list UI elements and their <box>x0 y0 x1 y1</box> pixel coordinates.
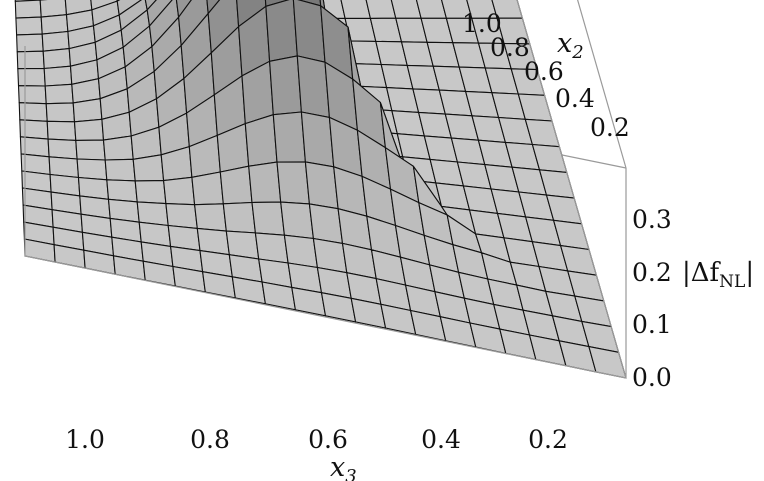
x3-axis-ticks: 1.0 0.8 0.6 0.4 0.2 <box>65 425 568 454</box>
surface-patch <box>269 55 302 116</box>
surface-patch <box>40 14 69 35</box>
z-axis-label: |ΔfNL| <box>682 258 754 292</box>
z-tick-label: 0.3 <box>632 205 672 234</box>
z-tick-label: 0.0 <box>632 363 672 392</box>
surface-patch <box>304 161 339 210</box>
surface-patch <box>16 50 45 70</box>
surface-patch <box>280 201 314 240</box>
surface-patch <box>163 176 196 206</box>
box-edge <box>516 0 627 379</box>
surface-patch <box>132 154 165 182</box>
surface-patch <box>102 135 134 161</box>
x3-tick-label: 0.2 <box>528 425 568 454</box>
surface-mesh <box>14 0 627 379</box>
z-axis-ticks: 0.3 0.2 0.1 0.0 <box>632 205 672 392</box>
x2-tick-label: 0.2 <box>590 113 630 142</box>
surface-patch <box>41 30 70 52</box>
surface-patch <box>16 33 44 53</box>
surface-patch <box>75 139 106 161</box>
surface-patch <box>588 346 627 379</box>
surface-patch <box>46 120 77 141</box>
surface-patch <box>42 48 72 70</box>
surface-patch <box>272 111 306 163</box>
surface-patch <box>104 158 136 182</box>
surface-patch <box>17 67 46 87</box>
x3-tick-label: 0.4 <box>421 425 461 454</box>
surface-patch <box>45 102 76 123</box>
surface-patch <box>165 203 198 229</box>
box-edge <box>577 0 627 169</box>
x3-axis-label: x3 <box>330 452 357 481</box>
surface-patch <box>248 161 282 204</box>
surface-patch <box>194 203 227 232</box>
surface-patch <box>43 65 73 87</box>
surface-patch <box>244 114 278 167</box>
surface-patch <box>106 179 138 203</box>
surface-patch <box>73 118 105 141</box>
surface-patch <box>300 111 335 168</box>
surface-patch <box>72 98 103 123</box>
surface-patch <box>390 0 422 19</box>
box-edge <box>24 255 627 379</box>
surface-patch <box>296 55 330 118</box>
surface-patch <box>134 180 167 205</box>
surface-patch <box>265 0 298 62</box>
surface-patch <box>191 171 224 206</box>
z-tick-label: 0.1 <box>632 310 672 339</box>
surface-patch <box>47 138 78 160</box>
surface-patch <box>17 85 47 105</box>
surface-patch <box>222 201 256 234</box>
x2-tick-label: 0.8 <box>490 33 530 62</box>
surface-patch <box>44 83 74 105</box>
surface-patch <box>219 165 253 205</box>
surface-patch <box>18 102 48 122</box>
surface-patch <box>254 232 289 264</box>
surface-patch <box>276 161 310 205</box>
surface-patch <box>292 0 326 63</box>
surface-patch <box>308 203 344 244</box>
x2-tick-label: 0.4 <box>555 84 595 113</box>
x3-tick-label: 0.8 <box>190 425 230 454</box>
surface-patch <box>14 0 42 19</box>
bounding-box-front <box>24 0 627 379</box>
x3-tick-label: 0.6 <box>308 425 348 454</box>
surface-patch <box>340 0 371 19</box>
x2-tick-label: 1.0 <box>462 9 502 38</box>
z-tick-label: 0.2 <box>632 258 672 287</box>
surface-patch <box>76 158 108 181</box>
surface-patch <box>15 16 43 36</box>
surface-patch <box>365 0 397 19</box>
surface-patch <box>19 119 49 140</box>
x3-tick-label: 1.0 <box>65 425 105 454</box>
x2-axis-ticks: 1.0 0.8 0.6 0.4 0.2 <box>462 9 630 142</box>
x2-tick-label: 0.6 <box>524 57 564 86</box>
x2-axis-label: x2 <box>557 28 584 63</box>
surface-patch <box>251 201 285 236</box>
